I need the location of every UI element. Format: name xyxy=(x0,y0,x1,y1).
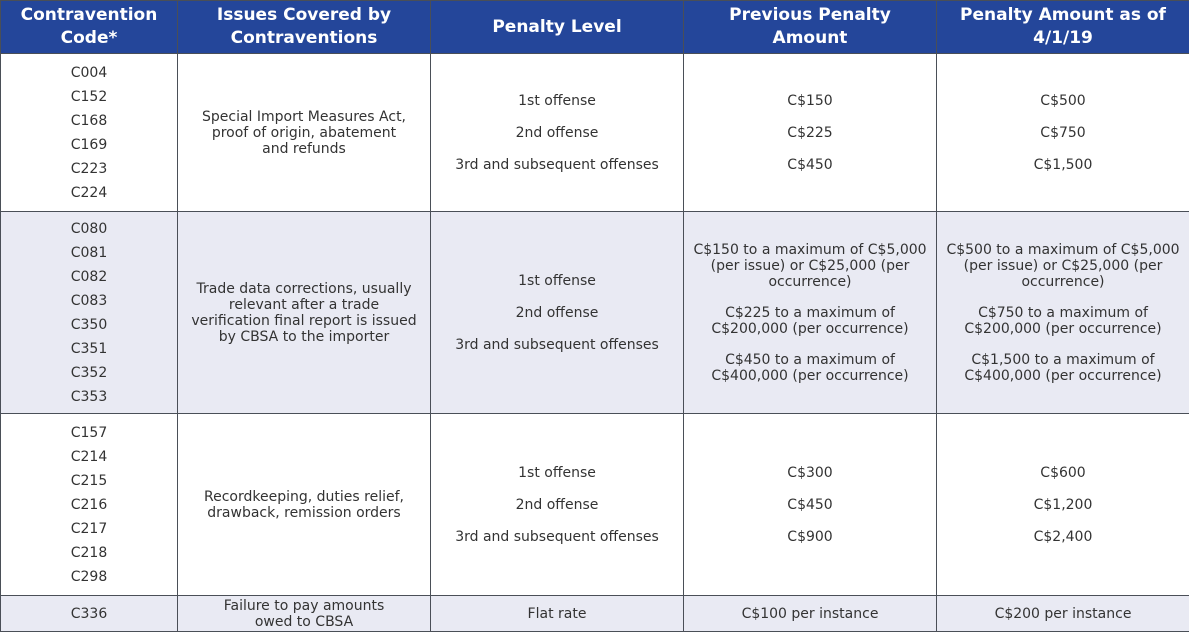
current-amount: C$1,500 to a maximum of C$400,000 (per o… xyxy=(964,351,1162,384)
previous-amount: C$450 xyxy=(787,496,833,513)
level-cell: 1st offense 2nd offense 3rd and subseque… xyxy=(430,53,684,212)
previous-amount: C$150 xyxy=(787,92,833,109)
contravention-code: C216 xyxy=(70,496,108,513)
contravention-code: C004 xyxy=(70,64,108,81)
table-row: C004 C152 C168 C169 C223 C224 Special Im… xyxy=(0,53,1189,212)
header-previous-penalty: Previous Penalty Amount xyxy=(683,0,937,54)
code-cell: C336 xyxy=(0,595,178,632)
penalty-level: 1st offense xyxy=(518,464,596,481)
contravention-code: C336 xyxy=(70,605,108,622)
penalty-level: 2nd offense xyxy=(515,496,599,513)
current-amount: C$2,400 xyxy=(1033,528,1093,545)
level-cell: Flat rate xyxy=(430,595,684,632)
level-cell: 1st offense 2nd offense 3rd and subseque… xyxy=(430,211,684,414)
current-amount: C$1,500 xyxy=(1033,156,1093,173)
penalty-level: 2nd offense xyxy=(515,124,599,141)
header-issues-covered: Issues Covered by Contraventions xyxy=(177,0,431,54)
header-penalty-level: Penalty Level xyxy=(430,0,684,54)
current-amount: C$1,200 xyxy=(1033,496,1093,513)
current-amount-cell: C$200 per instance xyxy=(936,595,1189,632)
contravention-code: C215 xyxy=(70,472,108,489)
contravention-code: C351 xyxy=(70,340,108,357)
current-amount-cell: C$500 to a maximum of C$5,000 (per issue… xyxy=(936,211,1189,414)
code-cell: C157 C214 C215 C216 C217 C218 C298 xyxy=(0,413,178,596)
contravention-code: C350 xyxy=(70,316,108,333)
table-row: C080 C081 C082 C083 C350 C351 C352 C353 … xyxy=(0,211,1189,414)
issue-text: Failure to pay amounts owed to CBSA xyxy=(223,597,385,630)
current-amount-cell: C$500 C$750 C$1,500 xyxy=(936,53,1189,212)
contravention-code: C168 xyxy=(70,112,108,129)
contravention-code: C298 xyxy=(70,568,108,585)
contravention-code: C218 xyxy=(70,544,108,561)
current-amount: C$600 xyxy=(1040,464,1086,481)
code-cell: C004 C152 C168 C169 C223 C224 xyxy=(0,53,178,212)
penalty-level: 3rd and subsequent offenses xyxy=(455,528,659,545)
current-amount: C$500 xyxy=(1040,92,1086,109)
code-cell: C080 C081 C082 C083 C350 C351 C352 C353 xyxy=(0,211,178,414)
previous-amount: C$150 to a maximum of C$5,000 (per issue… xyxy=(693,241,927,290)
table-row: C336 Failure to pay amounts owed to CBSA… xyxy=(0,595,1189,632)
issue-text: Special Import Measures Act, proof of or… xyxy=(201,108,407,157)
header-current-penalty: Penalty Amount as of 4/1/19 xyxy=(936,0,1189,54)
current-amount: C$750 xyxy=(1040,124,1086,141)
contravention-code: C223 xyxy=(70,160,108,177)
current-amount: C$750 to a maximum of C$200,000 (per occ… xyxy=(964,304,1162,337)
issue-cell: Recordkeeping, duties relief, drawback, … xyxy=(177,413,431,596)
penalty-level: 3rd and subsequent offenses xyxy=(455,336,659,353)
contravention-code: C083 xyxy=(70,292,108,309)
contravention-code: C082 xyxy=(70,268,108,285)
penalty-level: 2nd offense xyxy=(515,304,599,321)
contravention-code: C157 xyxy=(70,424,108,441)
header-row: Contravention Code* Issues Covered by Co… xyxy=(0,0,1189,54)
penalty-level: 3rd and subsequent offenses xyxy=(455,156,659,173)
previous-amount: C$300 xyxy=(787,464,833,481)
previous-amount-cell: C$150 to a maximum of C$5,000 (per issue… xyxy=(683,211,937,414)
previous-amount-cell: C$100 per instance xyxy=(683,595,937,632)
previous-amount-cell: C$150 C$225 C$450 xyxy=(683,53,937,212)
issue-cell: Special Import Measures Act, proof of or… xyxy=(177,53,431,212)
penalty-level: 1st offense xyxy=(518,92,596,109)
issue-text: Trade data corrections, usually relevant… xyxy=(191,280,417,345)
previous-amount: C$225 xyxy=(787,124,833,141)
header-contravention-code: Contravention Code* xyxy=(0,0,178,54)
contravention-code: C080 xyxy=(70,220,108,237)
contravention-code: C224 xyxy=(70,184,108,201)
contravention-code: C217 xyxy=(70,520,108,537)
contravention-code: C152 xyxy=(70,88,108,105)
issue-cell: Trade data corrections, usually relevant… xyxy=(177,211,431,414)
current-amount-cell: C$600 C$1,200 C$2,400 xyxy=(936,413,1189,596)
previous-amount: C$900 xyxy=(787,528,833,545)
contravention-code: C214 xyxy=(70,448,108,465)
issue-cell: Failure to pay amounts owed to CBSA xyxy=(177,595,431,632)
previous-amount: C$225 to a maximum of C$200,000 (per occ… xyxy=(711,304,909,337)
current-amount: C$500 to a maximum of C$5,000 (per issue… xyxy=(946,241,1180,290)
issue-text: Recordkeeping, duties relief, drawback, … xyxy=(204,488,404,521)
previous-amount-cell: C$300 C$450 C$900 xyxy=(683,413,937,596)
contravention-code: C169 xyxy=(70,136,108,153)
penalty-level: Flat rate xyxy=(527,605,587,622)
previous-amount: C$450 to a maximum of C$400,000 (per occ… xyxy=(711,351,909,384)
current-amount: C$200 per instance xyxy=(994,605,1132,622)
penalty-level: 1st offense xyxy=(518,272,596,289)
previous-amount: C$450 xyxy=(787,156,833,173)
contravention-code: C081 xyxy=(70,244,108,261)
level-cell: 1st offense 2nd offense 3rd and subseque… xyxy=(430,413,684,596)
previous-amount: C$100 per instance xyxy=(741,605,879,622)
contravention-code: C352 xyxy=(70,364,108,381)
contravention-code: C353 xyxy=(70,388,108,405)
table-row: C157 C214 C215 C216 C217 C218 C298 Recor… xyxy=(0,413,1189,596)
